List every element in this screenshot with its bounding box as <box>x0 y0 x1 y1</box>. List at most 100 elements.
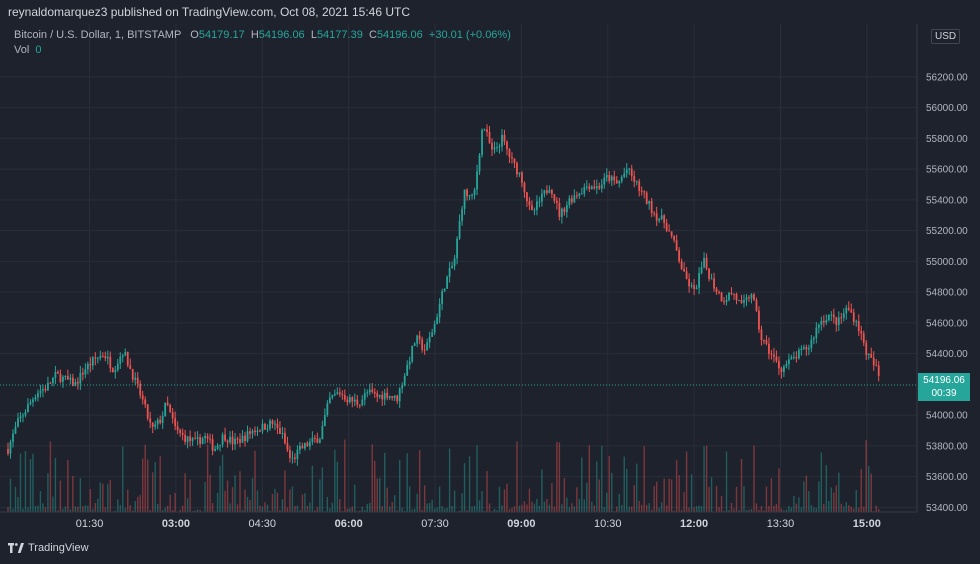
candle-body <box>239 439 241 443</box>
current-price-value: 54196.06 <box>923 375 965 386</box>
candle-body <box>149 418 152 423</box>
volume-bar <box>875 505 877 512</box>
currency-button[interactable]: USD <box>931 29 961 44</box>
volume-bar <box>593 505 595 512</box>
candle-body <box>635 181 638 183</box>
candle-body <box>418 335 421 340</box>
bar-countdown: 00:39 <box>931 388 957 399</box>
volume-bar <box>127 489 129 512</box>
candle-body <box>126 352 129 366</box>
candle-body <box>191 438 194 442</box>
candle-body <box>346 399 349 403</box>
volume-bar <box>660 502 663 512</box>
volume-bar <box>598 479 600 512</box>
volume-bar <box>77 506 79 512</box>
candle-body <box>204 435 206 439</box>
price-tick-label: 54400.00 <box>926 349 968 360</box>
volume-bar <box>89 489 92 512</box>
candle-body <box>186 436 189 443</box>
volume-bar <box>611 472 613 512</box>
volume-bar <box>850 506 852 512</box>
candle-body <box>640 190 643 192</box>
volume-bar <box>675 460 678 512</box>
candle-body <box>328 397 331 404</box>
candle-body <box>840 317 843 319</box>
candle-body <box>613 176 616 181</box>
volume-bar <box>199 509 201 512</box>
volume-bar <box>236 504 239 512</box>
candle-body <box>74 382 77 386</box>
volume-bar <box>122 446 124 512</box>
time-tick-label: 01:30 <box>76 518 104 530</box>
candle-body <box>481 129 483 155</box>
volume-bar <box>770 478 773 512</box>
volume-bar <box>808 491 810 512</box>
candle-body <box>368 389 371 393</box>
volume-bar <box>541 469 543 512</box>
volume-bar <box>428 502 431 512</box>
volume-bar <box>528 488 531 512</box>
candle-body <box>827 314 830 321</box>
volume-bar <box>59 480 62 512</box>
volume-bar <box>376 478 378 512</box>
candle-body <box>308 441 311 447</box>
candle-body <box>728 292 730 301</box>
volume-bar <box>309 502 311 512</box>
candle-body <box>423 349 426 351</box>
candle-body <box>503 134 506 142</box>
candle-body <box>229 436 231 443</box>
candle-body <box>648 200 651 204</box>
candle-body <box>313 437 316 439</box>
volume-bar <box>703 446 705 512</box>
footer-brand: TradingView <box>28 542 89 554</box>
candle-body <box>725 300 728 302</box>
candle-body <box>111 368 114 373</box>
volume-bar <box>830 487 833 512</box>
candle-body <box>718 292 720 294</box>
candle-body <box>24 412 27 416</box>
volume-bar <box>513 506 516 512</box>
candle-body <box>735 294 738 301</box>
candle-body <box>104 356 107 359</box>
candle-body <box>705 257 708 269</box>
volume-bar <box>159 456 161 512</box>
candle-body <box>179 430 182 433</box>
volume-bar <box>765 486 768 512</box>
candle-body <box>825 320 828 323</box>
volume-bar <box>556 441 558 512</box>
candle-body <box>678 250 681 262</box>
volume-bar <box>558 442 561 512</box>
volume-bar <box>591 501 593 512</box>
volume-bar <box>107 484 109 512</box>
volume-bar <box>633 485 635 512</box>
price-chart[interactable]: 56200.00 56000.00 55800.00 55600.00 55400.00… <box>0 24 980 540</box>
candle-body <box>321 425 324 440</box>
candle-body <box>807 347 810 350</box>
candle-body <box>690 285 693 287</box>
volume-bar <box>775 503 778 512</box>
candle-body <box>565 205 568 213</box>
volume-bar <box>626 468 628 512</box>
candle-body <box>129 365 132 369</box>
volume-legend[interactable]: Vol 0 <box>14 44 42 56</box>
volume-bar <box>331 502 334 512</box>
volume-bar <box>129 505 131 512</box>
volume-bar <box>271 493 274 512</box>
candle-body <box>523 182 526 193</box>
volume-bar <box>169 494 171 512</box>
tradingview-footer[interactable]: TradingView <box>8 542 89 554</box>
candle-body <box>201 438 204 444</box>
candle-body <box>788 359 790 365</box>
volume-bar <box>583 499 586 512</box>
volume-bar <box>698 505 700 512</box>
candle-body <box>56 372 59 374</box>
volume-bar <box>57 510 59 512</box>
volume-bar <box>229 503 231 512</box>
volume-bar <box>793 495 795 512</box>
candle-body <box>575 195 578 197</box>
symbol-legend[interactable]: Bitcoin / U.S. Dollar, 1, BITSTAMP O5417… <box>14 29 511 41</box>
volume-bar <box>69 509 72 512</box>
volume-bar <box>361 506 363 512</box>
volume-bar <box>838 472 840 512</box>
candle-body <box>311 437 314 442</box>
